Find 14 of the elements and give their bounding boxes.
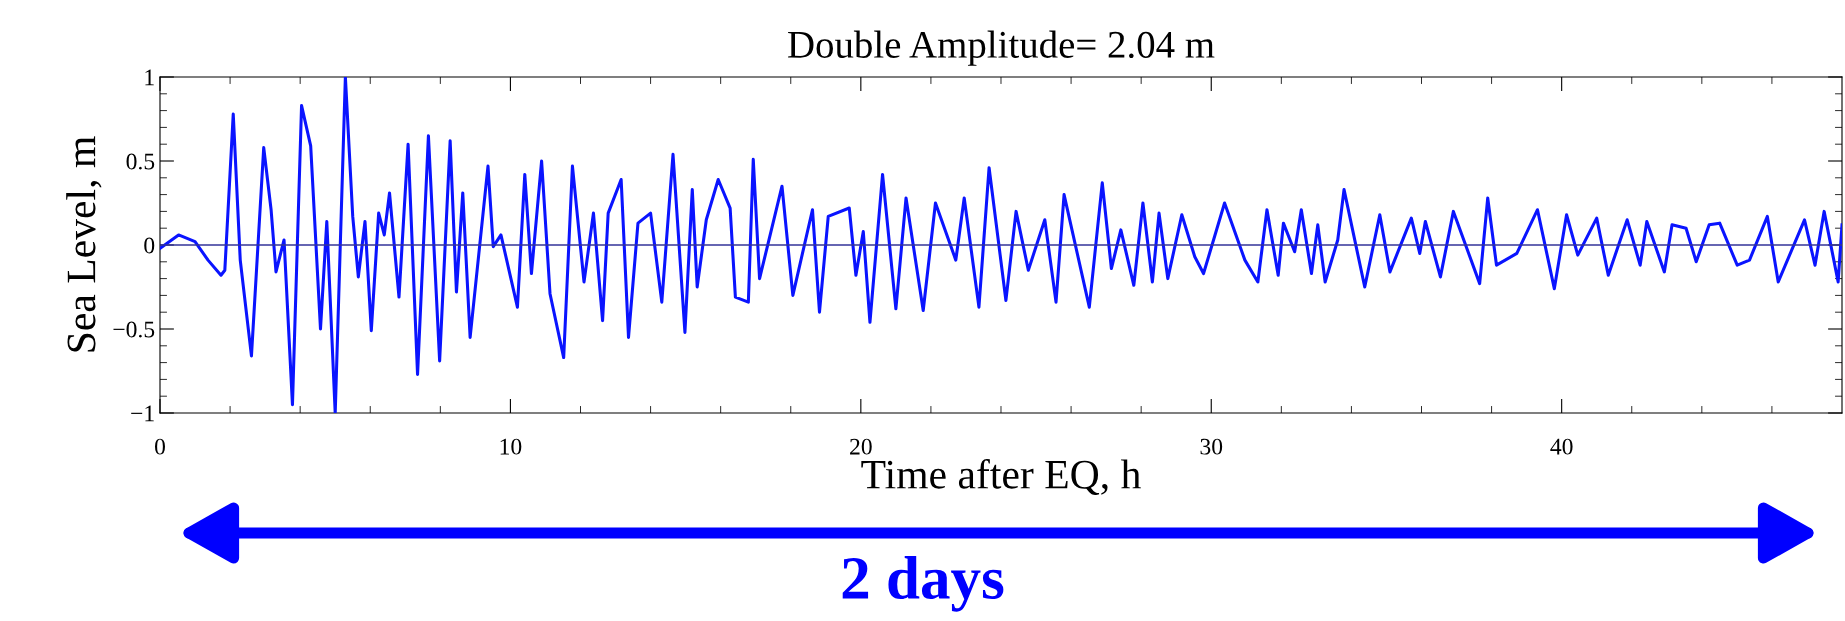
text: 2 days <box>842 556 1004 612</box>
y-tick-label: 1 <box>145 69 154 86</box>
x-tick-label: 20 <box>850 438 872 455</box>
x-axis-title: Time after EQ, h <box>861 458 1141 496</box>
y-tick-label: 0.5 <box>126 153 155 170</box>
x-tick-label: 40 <box>1550 438 1573 455</box>
y-tick-label: 0 <box>144 237 155 254</box>
y-tick-label: −0.5 <box>113 321 155 338</box>
line-series <box>160 77 1842 413</box>
x-tick-label: 10 <box>500 438 522 455</box>
y-axis-title: Sea Level, m <box>66 136 102 352</box>
y-tick-label: −1 <box>131 405 154 422</box>
x-tick-label: 30 <box>1200 438 1223 455</box>
chart-title: Double Amplitude= 2.04 m <box>788 30 1215 66</box>
